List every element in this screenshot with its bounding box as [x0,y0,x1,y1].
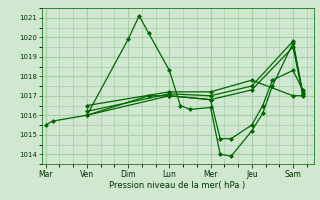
X-axis label: Pression niveau de la mer( hPa ): Pression niveau de la mer( hPa ) [109,181,246,190]
